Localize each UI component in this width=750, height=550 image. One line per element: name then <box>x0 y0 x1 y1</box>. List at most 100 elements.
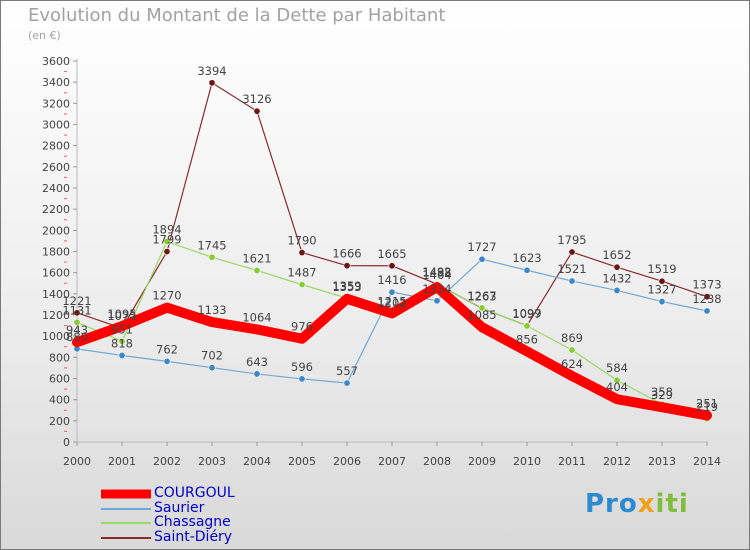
data-point-courgoul <box>568 371 576 380</box>
y-tick-label: 2600 <box>42 161 70 174</box>
data-point-chassagne <box>73 318 81 326</box>
x-tick-label: 2010 <box>513 455 541 468</box>
data-label-courgoul: 976 <box>291 320 313 334</box>
data-label-saurier: 1238 <box>692 292 721 306</box>
legend-label-saint-diery: Saint-Diéry <box>154 528 233 545</box>
data-label-chassagne: 1267 <box>467 289 496 303</box>
data-label-saurier: 1334 <box>422 282 451 296</box>
legend-swatch-chassagne <box>101 522 151 524</box>
data-point-saurier <box>118 351 126 359</box>
data-label-courgoul: 1270 <box>152 289 181 303</box>
y-tick-label: 3000 <box>42 119 70 132</box>
data-point-saint-diery <box>298 249 306 257</box>
data-point-courgoul <box>163 303 171 312</box>
data-point-chassagne <box>208 253 216 261</box>
x-tick-label: 2000 <box>63 455 91 468</box>
chart-subtitle: (en €) <box>28 29 61 42</box>
data-label-saint-diery: 1665 <box>377 247 406 261</box>
data-label-chassagne: 1488 <box>422 266 451 280</box>
y-tick-label: 3600 <box>42 55 70 68</box>
data-label-saint-diery: 1519 <box>647 262 676 276</box>
data-label-chassagne: 1487 <box>287 266 316 280</box>
data-point-saint-diery <box>73 309 81 317</box>
data-point-saurier <box>568 277 576 285</box>
y-tick-label: 400 <box>49 394 70 407</box>
data-label-saurier: 596 <box>291 360 313 374</box>
data-point-chassagne <box>613 376 621 384</box>
data-label-courgoul: 1464 <box>422 268 451 282</box>
y-tick-label: 1800 <box>42 246 70 259</box>
y-tick-label: 2800 <box>42 140 70 153</box>
data-point-saurier <box>343 379 351 387</box>
data-label-saurier: 557 <box>336 364 358 378</box>
data-label-chassagne: 584 <box>606 361 628 375</box>
data-label-chassagne: 1621 <box>242 251 271 265</box>
data-point-courgoul <box>433 283 441 292</box>
data-label-courgoul: 1353 <box>332 280 361 294</box>
x-tick-label: 2003 <box>198 455 226 468</box>
chart-title: Evolution du Montant de la Dette par Hab… <box>28 5 446 26</box>
data-label-chassagne: 1359 <box>332 279 361 293</box>
data-label-saint-diery: 1373 <box>692 278 721 292</box>
data-point-courgoul <box>388 309 396 318</box>
x-tick-label: 2007 <box>378 455 406 468</box>
data-label-chassagne: 869 <box>561 331 583 345</box>
logo-part-x: x <box>637 489 656 519</box>
data-label-courgoul: 624 <box>561 357 583 371</box>
data-label-courgoul: 1064 <box>242 310 271 324</box>
data-label-saurier: 1727 <box>467 240 496 254</box>
data-label-saurier: 643 <box>246 355 268 369</box>
data-label-courgoul: 1133 <box>197 303 226 317</box>
data-label-saint-diery: 1790 <box>287 234 316 248</box>
data-label-chassagne: 358 <box>651 385 673 399</box>
data-label-courgoul: 329 <box>651 388 673 402</box>
data-point-saint-diery <box>388 262 396 270</box>
data-point-saint-diery <box>343 262 351 270</box>
data-label-chassagne: 1131 <box>62 303 91 317</box>
data-point-chassagne <box>298 281 306 289</box>
legend-label-saurier: Saurier <box>154 499 205 516</box>
y-tick-label: 600 <box>49 373 70 386</box>
proxiti-logo: Proxiti <box>585 489 689 519</box>
data-point-saurier <box>433 297 441 305</box>
data-point-courgoul <box>478 323 486 332</box>
y-tick-label: 2200 <box>42 203 70 216</box>
data-label-saurier: 1521 <box>557 262 586 276</box>
data-label-chassagne: 1202 <box>377 296 406 310</box>
data-label-courgoul: 1095 <box>107 307 136 321</box>
data-label-courgoul: 1215 <box>377 294 406 308</box>
logo-part-pro: Pro <box>585 489 638 519</box>
data-point-saurier <box>253 370 261 378</box>
x-tick-label: 2006 <box>333 455 361 468</box>
y-tick-label: 1400 <box>42 288 70 301</box>
y-tick-label: 0 <box>63 436 70 449</box>
data-label-courgoul: 1085 <box>467 308 496 322</box>
data-point-courgoul <box>208 318 216 327</box>
legend-label-courgoul: COURGOUL <box>154 485 235 501</box>
x-tick-label: 2009 <box>468 455 496 468</box>
data-point-saurier <box>298 375 306 383</box>
data-label-saint-diery: 1075 <box>107 309 136 323</box>
x-tick-label: 2013 <box>648 455 676 468</box>
data-point-saurier <box>703 307 711 315</box>
data-point-saint-diery <box>703 293 711 301</box>
data-label-chassagne: 1097 <box>512 307 541 321</box>
data-point-chassagne <box>253 266 261 274</box>
data-label-chassagne: 951 <box>111 322 133 336</box>
data-label-saint-diery: 1221 <box>62 294 91 308</box>
data-label-saurier: 1327 <box>647 283 676 297</box>
data-label-saint-diery: 1263 <box>467 289 496 303</box>
data-point-courgoul <box>298 334 306 343</box>
data-label-saurier: 1416 <box>377 273 406 287</box>
y-tick-label: 2400 <box>42 182 70 195</box>
data-point-chassagne <box>163 238 171 246</box>
data-point-saint-diery <box>568 248 576 256</box>
legend-swatch-saint-diery <box>101 536 151 539</box>
data-point-courgoul <box>613 395 621 404</box>
data-point-chassagne <box>118 337 126 345</box>
y-tick-label: 1200 <box>42 309 70 322</box>
data-label-saurier: 1432 <box>602 271 631 285</box>
x-tick-label: 2005 <box>288 455 316 468</box>
